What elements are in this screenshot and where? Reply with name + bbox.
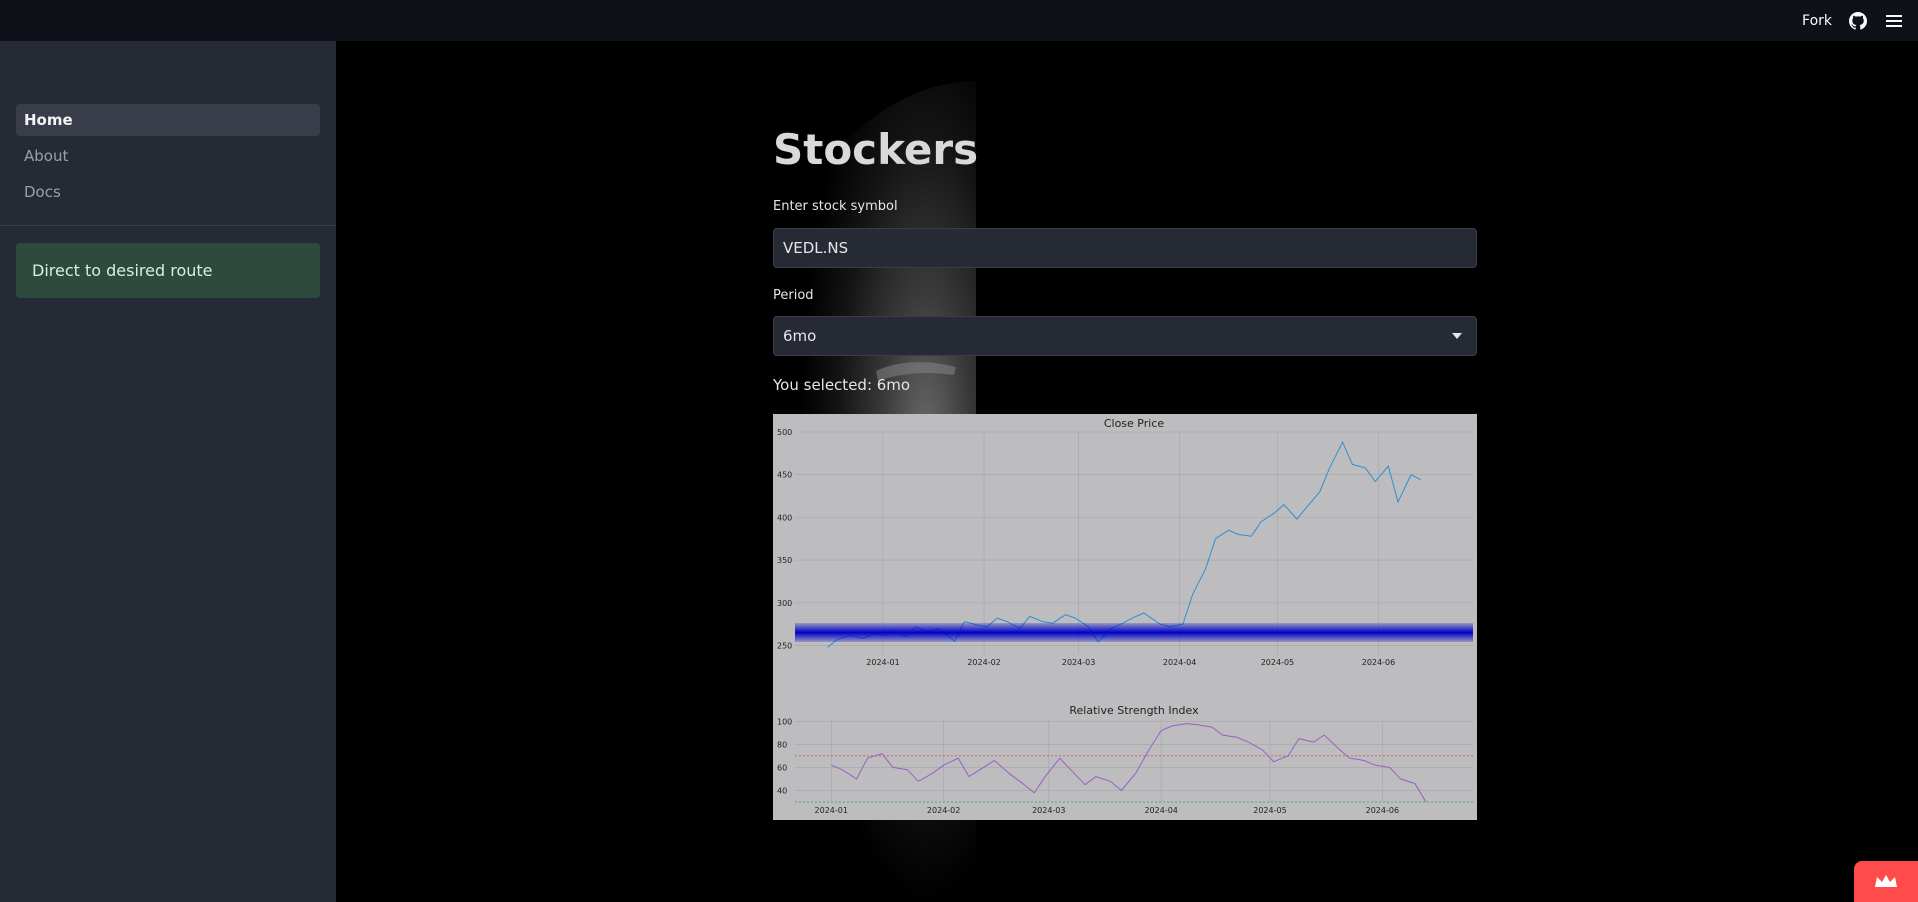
price-series-line <box>827 441 1422 648</box>
sidebar-divider <box>0 225 336 226</box>
sidebar: Home About Docs Direct to desired route <box>0 41 336 902</box>
price-x-tick-label: 2024-04 <box>1163 658 1196 667</box>
price-y-tick-label: 500 <box>777 428 792 437</box>
rsi-y-tick-label: 40 <box>777 786 787 795</box>
rsi-x-tick-label: 2024-05 <box>1253 806 1286 815</box>
chevron-down-icon <box>1452 333 1462 339</box>
info-alert: Direct to desired route <box>16 243 320 298</box>
period-select[interactable]: 6mo <box>773 316 1477 356</box>
streamlit-badge[interactable] <box>1854 861 1918 902</box>
symbol-label: Enter stock symbol <box>773 199 898 214</box>
rsi-x-tick-label: 2024-02 <box>927 806 960 815</box>
top-toolbar: Fork <box>0 0 1918 41</box>
sidebar-nav: Home About Docs <box>16 104 320 212</box>
sidebar-item-docs[interactable]: Docs <box>24 183 61 201</box>
crown-icon <box>1875 874 1897 887</box>
fork-link[interactable]: Fork <box>1802 12 1832 29</box>
price-y-tick-label: 450 <box>777 471 792 480</box>
rsi-y-tick-label: 60 <box>777 763 787 772</box>
rsi-series-line <box>831 723 1427 803</box>
period-select-value: 6mo <box>783 327 817 345</box>
chart-image: Close Price 250 300 350 400 450 500 2024-01 2024… <box>773 414 1477 820</box>
page-title: Stockers <box>773 125 979 174</box>
price-x-tick-label: 2024-06 <box>1362 658 1395 667</box>
stock-symbol-input[interactable]: VEDL.NS <box>773 228 1477 268</box>
rsi-x-tick-label: 2024-03 <box>1032 806 1065 815</box>
rsi-x-tick-label: 2024-04 <box>1144 806 1177 815</box>
rsi-y-tick-label: 100 <box>777 717 792 726</box>
period-label: Period <box>773 288 814 303</box>
price-y-tick-label: 300 <box>777 599 792 608</box>
price-x-tick-label: 2024-05 <box>1261 658 1294 667</box>
price-x-tick-label: 2024-03 <box>1062 658 1095 667</box>
rsi-x-tick-label: 2024-06 <box>1366 806 1399 815</box>
github-icon[interactable] <box>1848 11 1868 31</box>
price-overlay-band <box>795 623 1473 642</box>
selected-period-text: You selected: 6mo <box>773 376 911 394</box>
price-y-tick-label: 350 <box>777 556 792 565</box>
rsi-y-tick-label: 80 <box>777 740 787 749</box>
price-y-tick-label: 400 <box>777 513 792 522</box>
hamburger-menu-icon[interactable] <box>1884 11 1904 31</box>
rsi-x-tick-label: 2024-01 <box>815 806 848 815</box>
price-x-tick-label: 2024-02 <box>967 658 1000 667</box>
price-y-tick-label: 250 <box>777 641 792 650</box>
price-chart-title: Close Price <box>1104 417 1165 430</box>
sidebar-item-home[interactable]: Home <box>16 104 320 136</box>
main-content: Stockers Enter stock symbol VEDL.NS Peri… <box>336 41 1918 902</box>
rsi-chart-title: Relative Strength Index <box>1069 704 1199 717</box>
price-x-tick-label: 2024-01 <box>866 658 899 667</box>
sidebar-item-about[interactable]: About <box>24 147 69 165</box>
